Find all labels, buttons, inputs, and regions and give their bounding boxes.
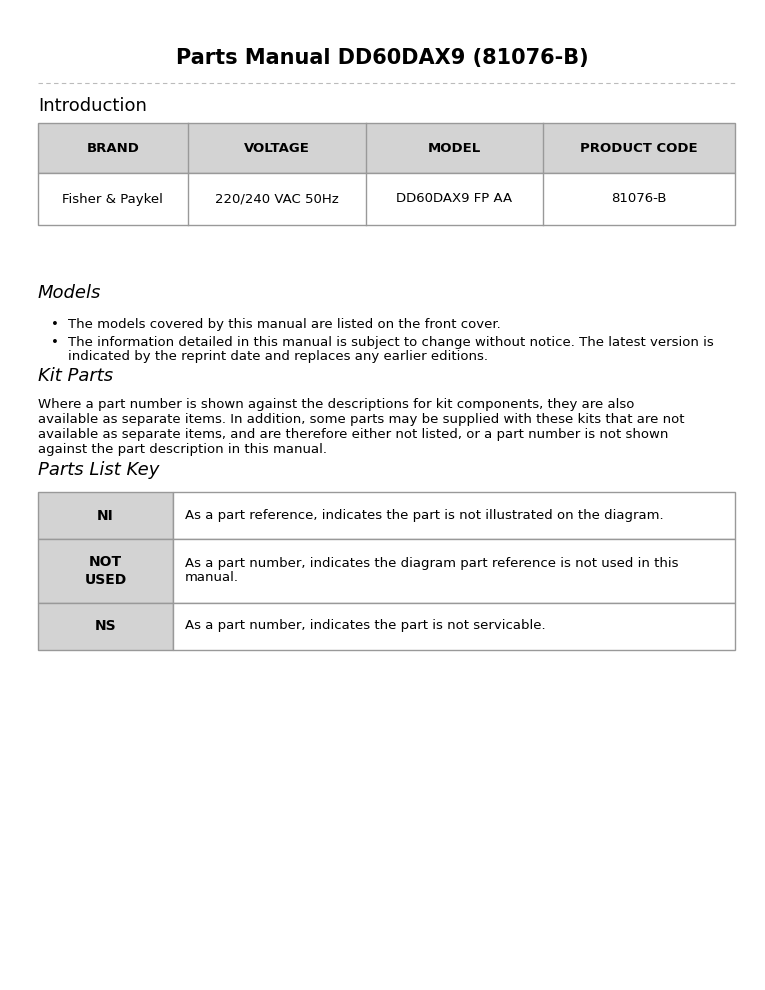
Text: •: • [51, 318, 59, 331]
Text: Parts List Key: Parts List Key [38, 461, 159, 479]
Bar [38, 173, 735, 225]
Text: NI: NI [97, 509, 114, 523]
Text: available as separate items. In addition, some parts may be supplied with these : available as separate items. In addition… [38, 413, 685, 426]
Text: As a part number, indicates the part is not servicable.: As a part number, indicates the part is … [185, 620, 545, 633]
Text: manual.: manual. [185, 571, 239, 584]
Text: indicated by the reprint date and replaces any earlier editions.: indicated by the reprint date and replac… [68, 350, 488, 363]
Text: 81076-B: 81076-B [611, 192, 667, 206]
Bar [173, 539, 735, 603]
Text: The information detailed in this manual is subject to change without notice. The: The information detailed in this manual … [68, 336, 714, 349]
Bar [173, 603, 735, 650]
Text: Kit Parts: Kit Parts [38, 367, 113, 385]
Text: Models: Models [38, 284, 102, 302]
Text: MODEL: MODEL [428, 142, 481, 154]
Text: As a part reference, indicates the part is not illustrated on the diagram.: As a part reference, indicates the part … [185, 509, 663, 522]
Text: The models covered by this manual are listed on the front cover.: The models covered by this manual are li… [68, 318, 501, 331]
Text: As a part number, indicates the diagram part reference is not used in this: As a part number, indicates the diagram … [185, 557, 679, 570]
Bar [173, 492, 735, 539]
Text: 220/240 VAC 50Hz: 220/240 VAC 50Hz [215, 192, 339, 206]
Text: •: • [51, 336, 59, 349]
Bar [38, 492, 173, 539]
Text: available as separate items, and are therefore either not listed, or a part numb: available as separate items, and are the… [38, 428, 669, 441]
Text: NS: NS [95, 620, 116, 634]
Text: Fisher & Paykel: Fisher & Paykel [63, 192, 164, 206]
Text: Parts Manual DD60DAX9 (81076-B): Parts Manual DD60DAX9 (81076-B) [176, 48, 589, 68]
Text: NOT
USED: NOT USED [84, 555, 127, 587]
Text: Introduction: Introduction [38, 97, 147, 115]
Text: Where a part number is shown against the descriptions for kit components, they a: Where a part number is shown against the… [38, 398, 634, 411]
Text: BRAND: BRAND [86, 142, 139, 154]
Bar [38, 539, 173, 603]
Bar [38, 123, 735, 173]
Text: VOLTAGE: VOLTAGE [244, 142, 310, 154]
Text: DD60DAX9 FP AA: DD60DAX9 FP AA [396, 192, 513, 206]
Bar [38, 603, 173, 650]
Text: against the part description in this manual.: against the part description in this man… [38, 443, 327, 456]
Text: PRODUCT CODE: PRODUCT CODE [581, 142, 698, 154]
